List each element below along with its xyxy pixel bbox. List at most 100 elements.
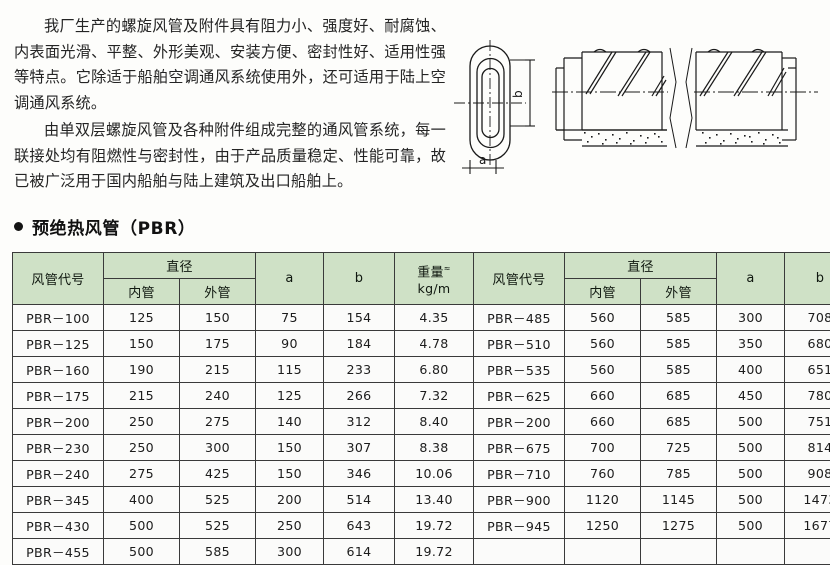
cell-left-inner-diameter: 400	[104, 487, 180, 513]
header-weight-unit-left: kg/m	[395, 281, 473, 296]
header-diameter-right: 直径	[565, 253, 717, 279]
cell-left-code: PBR－230	[13, 435, 104, 461]
cell-right-outer-diameter: 585	[641, 331, 717, 357]
header-code-left: 风管代号	[13, 253, 104, 305]
cell-left-a-value: 125	[256, 383, 324, 409]
dimension-label-a: a	[479, 153, 486, 167]
cell-right-code: PBR－510	[474, 331, 565, 357]
cell-right-inner-diameter	[565, 539, 641, 565]
cell-right-a-value: 300	[717, 305, 785, 331]
cell-right-a-value: 450	[717, 383, 785, 409]
cell-right-a-value: 500	[717, 487, 785, 513]
cell-left-a-value: 300	[256, 539, 324, 565]
cell-right-a-value: 500	[717, 435, 785, 461]
cell-left-b-value: 233	[324, 357, 395, 383]
cell-left-outer-diameter: 175	[180, 331, 256, 357]
cell-left-a-value: 150	[256, 461, 324, 487]
cell-right-outer-diameter: 785	[641, 461, 717, 487]
header-code-right: 风管代号	[474, 253, 565, 305]
cell-left-inner-diameter: 275	[104, 461, 180, 487]
cell-left-a-value: 140	[256, 409, 324, 435]
cell-right-outer-diameter: 585	[641, 305, 717, 331]
cell-right-code: PBR－710	[474, 461, 565, 487]
cell-left-a-value: 75	[256, 305, 324, 331]
cell-left-b-value: 346	[324, 461, 395, 487]
cell-right-b-value: 651	[785, 357, 830, 383]
cell-right-a-value: 500	[717, 513, 785, 539]
intro-paragraph-2: 由单双层螺旋风管及各种附件组成完整的通风管系统，每一联接处均有阻燃性与密封性，由…	[14, 118, 446, 195]
cell-right-code: PBR－900	[474, 487, 565, 513]
cell-left-weight-value: 6.80	[395, 357, 474, 383]
cell-right-outer-diameter: 585	[641, 357, 717, 383]
header-outer-left: 外管	[180, 279, 256, 305]
intro-paragraph-1: 我厂生产的螺旋风管及附件具有阻力小、强度好、耐腐蚀、内表面光滑、平整、外形美观、…	[14, 14, 446, 116]
cell-right-code: PBR－945	[474, 513, 565, 539]
cell-left-weight-value: 19.72	[395, 539, 474, 565]
cell-right-code: PBR－675	[474, 435, 565, 461]
cell-right-a-value: 350	[717, 331, 785, 357]
header-row-top: 风管代号 直径 a b 重量≈ kg/m 风管代号 直径 a b 重量≈ kg/…	[13, 253, 830, 279]
cell-left-inner-diameter: 190	[104, 357, 180, 383]
cell-right-outer-diameter: 685	[641, 383, 717, 409]
cell-left-b-value: 184	[324, 331, 395, 357]
cell-left-weight-value: 19.72	[395, 513, 474, 539]
cell-left-weight-value: 4.78	[395, 331, 474, 357]
cell-left-weight-value: 4.35	[395, 305, 474, 331]
header-inner-right: 内管	[565, 279, 641, 305]
cell-left-b-value: 614	[324, 539, 395, 565]
cell-left-outer-diameter: 240	[180, 383, 256, 409]
cell-left-a-value: 90	[256, 331, 324, 357]
cell-left-weight-value: 8.40	[395, 409, 474, 435]
header-weight-label-left: 重量	[417, 266, 444, 281]
pbr-spec-table: 风管代号 直径 a b 重量≈ kg/m 风管代号 直径 a b 重量≈ kg/…	[12, 252, 830, 565]
cell-right-b-value: 680	[785, 331, 830, 357]
cell-right-b-value	[785, 539, 830, 565]
cell-right-b-value: 908	[785, 461, 830, 487]
cell-left-weight-value: 10.06	[395, 461, 474, 487]
cell-left-outer-diameter: 525	[180, 513, 256, 539]
table-header: 风管代号 直径 a b 重量≈ kg/m 风管代号 直径 a b 重量≈ kg/…	[13, 253, 830, 305]
cell-left-b-value: 154	[324, 305, 395, 331]
cell-left-inner-diameter: 250	[104, 435, 180, 461]
cell-left-code: PBR－240	[13, 461, 104, 487]
cell-right-b-value: 780	[785, 383, 830, 409]
cell-right-b-value: 1473	[785, 487, 830, 513]
cell-left-code: PBR－455	[13, 539, 104, 565]
cell-left-a-value: 115	[256, 357, 324, 383]
cell-right-a-value: 500	[717, 409, 785, 435]
cell-left-inner-diameter: 125	[104, 305, 180, 331]
spiral-duct-diagram: b a	[452, 22, 824, 184]
cell-right-a-value	[717, 539, 785, 565]
cell-left-code: PBR－125	[13, 331, 104, 357]
cell-right-code: PBR－535	[474, 357, 565, 383]
cell-left-outer-diameter: 525	[180, 487, 256, 513]
header-inner-left: 内管	[104, 279, 180, 305]
cell-left-weight-value: 8.38	[395, 435, 474, 461]
header-weight-left: 重量≈ kg/m	[395, 253, 474, 305]
cell-left-inner-diameter: 150	[104, 331, 180, 357]
cell-right-a-value: 400	[717, 357, 785, 383]
header-outer-right: 外管	[641, 279, 717, 305]
section-title-text: 预绝热风管（PBR）	[32, 214, 196, 239]
cell-left-code: PBR－430	[13, 513, 104, 539]
cell-right-inner-diameter: 700	[565, 435, 641, 461]
cell-left-outer-diameter: 215	[180, 357, 256, 383]
cell-left-outer-diameter: 275	[180, 409, 256, 435]
cell-right-outer-diameter: 1145	[641, 487, 717, 513]
cell-right-inner-diameter: 660	[565, 383, 641, 409]
cell-left-outer-diameter: 300	[180, 435, 256, 461]
header-b-right: b	[785, 253, 830, 305]
cell-left-code: PBR－100	[13, 305, 104, 331]
cell-left-a-value: 150	[256, 435, 324, 461]
cell-left-b-value: 312	[324, 409, 395, 435]
cell-left-outer-diameter: 585	[180, 539, 256, 565]
cell-left-b-value: 514	[324, 487, 395, 513]
intro-prose: 我厂生产的螺旋风管及附件具有阻力小、强度好、耐腐蚀、内表面光滑、平整、外形美观、…	[14, 14, 446, 197]
cell-left-code: PBR－175	[13, 383, 104, 409]
cell-left-outer-diameter: 425	[180, 461, 256, 487]
